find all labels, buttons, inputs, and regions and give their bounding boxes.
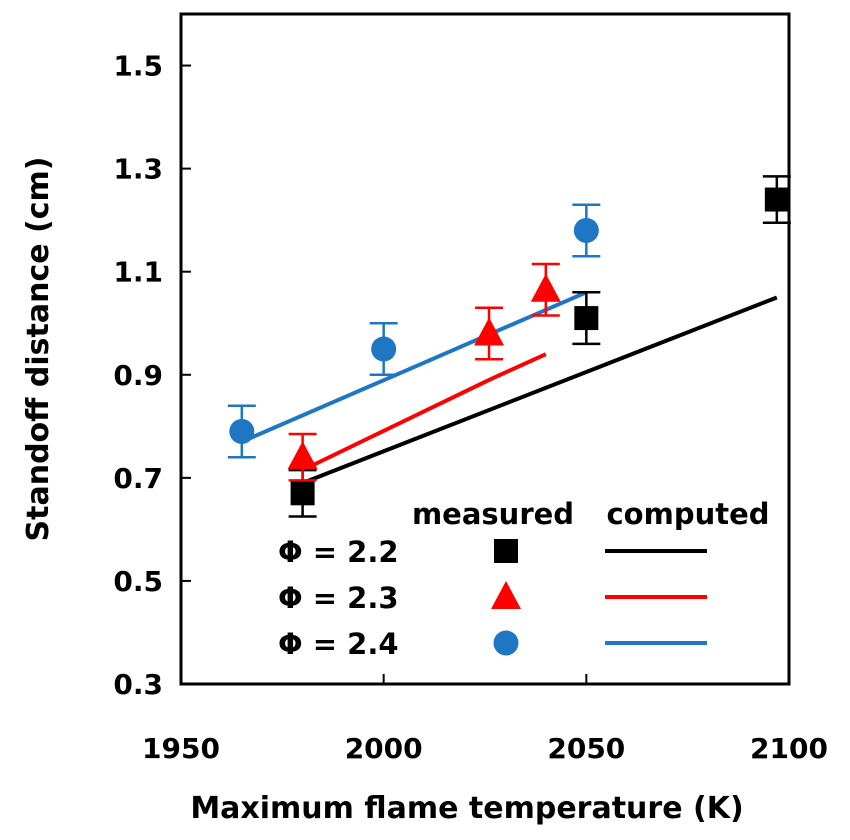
plot-frame bbox=[179, 12, 791, 686]
square-marker bbox=[764, 187, 789, 212]
y-tick-label: 0.7 bbox=[113, 462, 163, 495]
computed-line-series-1 bbox=[301, 295, 778, 485]
measured-point-series-2 bbox=[530, 262, 561, 317]
legend-label-series-2: Φ = 2.3 bbox=[278, 581, 399, 615]
measured-point-series-1 bbox=[572, 291, 601, 346]
y-tick-label: 1.1 bbox=[113, 256, 163, 289]
circle-marker bbox=[229, 418, 255, 444]
legend-marker-square bbox=[494, 539, 518, 563]
y-axis-title: Standoff distance (cm) bbox=[21, 157, 56, 542]
measured-points bbox=[227, 175, 791, 518]
legend-header-computed: computed bbox=[606, 497, 769, 531]
triangle-marker bbox=[287, 441, 318, 470]
measured-point-series-2 bbox=[287, 432, 318, 482]
x-axis-title: Maximum flame temperature (K) bbox=[190, 791, 743, 826]
legend-header-measured: measured bbox=[412, 497, 574, 531]
x-tick-label: 1950 bbox=[142, 732, 220, 765]
legend: measured computed Φ = 2.2 Φ = 2.3 Φ = 2.4 bbox=[278, 497, 770, 661]
triangle-marker bbox=[530, 273, 561, 302]
square-marker bbox=[290, 481, 315, 506]
computed-line-series-2 bbox=[301, 352, 547, 472]
legend-marker-triangle bbox=[491, 581, 521, 609]
legend-label-series-3: Φ = 2.4 bbox=[278, 627, 399, 661]
circle-marker bbox=[573, 217, 599, 243]
y-tick-label: 0.3 bbox=[113, 668, 163, 701]
measured-point-series-2 bbox=[474, 306, 505, 361]
y-axis: 0.3 0.5 0.7 0.9 1.1 1.3 1.5 bbox=[113, 50, 191, 701]
y-tick-label: 1.5 bbox=[113, 50, 163, 83]
measured-point-series-3 bbox=[369, 321, 398, 377]
triangle-marker bbox=[474, 317, 505, 346]
circle-marker bbox=[371, 336, 397, 362]
computed-line-series-3 bbox=[241, 290, 588, 444]
y-tick-label: 0.5 bbox=[113, 565, 163, 598]
legend-marker-circle bbox=[493, 630, 519, 656]
x-tick-label: 2000 bbox=[345, 732, 423, 765]
square-marker bbox=[574, 306, 599, 331]
y-tick-label: 0.9 bbox=[113, 359, 163, 392]
x-axis: 1950 2000 2050 2100 bbox=[142, 674, 828, 765]
measured-point-series-1 bbox=[762, 175, 791, 224]
x-tick-label: 2100 bbox=[750, 732, 828, 765]
legend-label-series-1: Φ = 2.2 bbox=[278, 535, 399, 569]
y-tick-label: 1.3 bbox=[113, 153, 163, 186]
measured-point-series-3 bbox=[227, 404, 256, 459]
x-tick-label: 2050 bbox=[547, 732, 625, 765]
computed-lines bbox=[241, 290, 778, 485]
measured-point-series-3 bbox=[572, 203, 601, 258]
